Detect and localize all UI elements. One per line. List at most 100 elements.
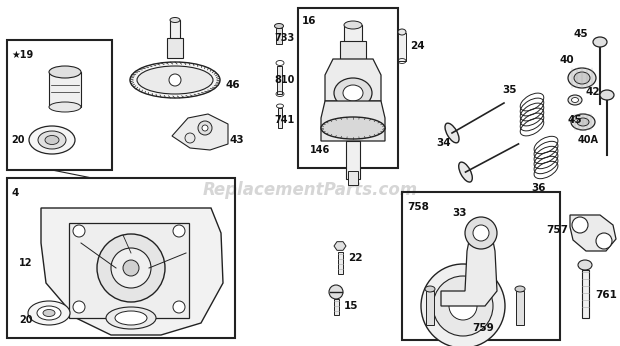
- Ellipse shape: [577, 118, 589, 126]
- Circle shape: [169, 74, 181, 86]
- Text: 15: 15: [344, 301, 358, 311]
- Text: 34: 34: [436, 138, 451, 148]
- Ellipse shape: [515, 286, 525, 292]
- Text: 759: 759: [472, 323, 494, 333]
- Circle shape: [572, 217, 588, 233]
- Ellipse shape: [137, 66, 213, 94]
- Ellipse shape: [578, 260, 592, 270]
- Bar: [344, 25, 362, 50]
- Circle shape: [421, 264, 505, 346]
- Ellipse shape: [275, 24, 283, 28]
- Text: 36: 36: [531, 183, 546, 193]
- Text: 12: 12: [19, 258, 32, 268]
- Ellipse shape: [130, 62, 220, 98]
- Text: 33: 33: [452, 208, 466, 218]
- Ellipse shape: [49, 102, 81, 112]
- Circle shape: [433, 276, 493, 336]
- Circle shape: [329, 285, 343, 299]
- Polygon shape: [172, 114, 228, 150]
- Text: ★19: ★19: [11, 50, 33, 60]
- Circle shape: [173, 301, 185, 313]
- Text: 741: 741: [274, 115, 294, 125]
- Bar: [398, 33, 406, 61]
- Ellipse shape: [334, 78, 372, 108]
- Text: 45: 45: [574, 29, 588, 39]
- Ellipse shape: [38, 131, 66, 149]
- Polygon shape: [321, 101, 385, 141]
- Text: ReplacementParts.com: ReplacementParts.com: [203, 181, 417, 199]
- Ellipse shape: [344, 21, 362, 29]
- Ellipse shape: [600, 90, 614, 100]
- Ellipse shape: [571, 114, 595, 130]
- Ellipse shape: [593, 37, 607, 47]
- Text: 761: 761: [595, 290, 617, 300]
- Polygon shape: [325, 59, 381, 101]
- Ellipse shape: [115, 311, 147, 325]
- Text: 42: 42: [585, 87, 600, 97]
- Bar: [298, 8, 398, 168]
- Text: 45: 45: [567, 115, 582, 125]
- Text: 20: 20: [19, 315, 32, 325]
- Ellipse shape: [106, 307, 156, 329]
- Polygon shape: [334, 242, 346, 250]
- Bar: [170, 20, 180, 50]
- Ellipse shape: [574, 72, 590, 84]
- Text: 146: 146: [310, 145, 330, 155]
- Bar: [348, 171, 358, 185]
- Ellipse shape: [343, 85, 363, 101]
- Bar: [69, 223, 189, 318]
- Text: 20: 20: [11, 135, 25, 145]
- Text: 758: 758: [407, 202, 429, 212]
- Text: 40A: 40A: [578, 135, 599, 145]
- Bar: [7, 40, 112, 170]
- Bar: [7, 178, 235, 338]
- Bar: [167, 38, 183, 58]
- Text: 22: 22: [348, 253, 363, 263]
- Ellipse shape: [398, 29, 406, 35]
- Circle shape: [473, 225, 489, 241]
- Circle shape: [97, 234, 165, 302]
- Bar: [334, 299, 339, 315]
- Ellipse shape: [568, 68, 596, 88]
- Ellipse shape: [37, 306, 61, 320]
- Circle shape: [111, 248, 151, 288]
- Text: 24: 24: [410, 41, 425, 51]
- Polygon shape: [441, 231, 497, 306]
- Circle shape: [202, 125, 208, 131]
- Ellipse shape: [568, 95, 582, 105]
- Bar: [278, 108, 282, 128]
- Bar: [49, 72, 81, 107]
- Ellipse shape: [49, 66, 81, 78]
- Circle shape: [198, 121, 212, 135]
- Bar: [276, 28, 282, 44]
- Ellipse shape: [321, 117, 385, 139]
- Text: 810: 810: [274, 75, 294, 85]
- Text: 757: 757: [546, 225, 568, 235]
- Ellipse shape: [572, 98, 578, 102]
- Circle shape: [465, 217, 497, 249]
- Ellipse shape: [45, 136, 59, 145]
- Bar: [338, 252, 343, 274]
- Circle shape: [449, 292, 477, 320]
- Bar: [346, 141, 360, 179]
- Circle shape: [73, 225, 85, 237]
- Circle shape: [123, 260, 139, 276]
- Ellipse shape: [425, 286, 435, 292]
- Bar: [582, 270, 589, 318]
- Bar: [516, 291, 524, 325]
- Ellipse shape: [459, 162, 472, 182]
- Polygon shape: [41, 208, 223, 335]
- Circle shape: [73, 301, 85, 313]
- Ellipse shape: [28, 301, 70, 325]
- Bar: [426, 291, 434, 325]
- Polygon shape: [570, 215, 616, 251]
- Bar: [402, 192, 560, 340]
- Ellipse shape: [445, 123, 459, 143]
- Bar: [340, 41, 366, 59]
- Ellipse shape: [43, 310, 55, 317]
- Circle shape: [185, 133, 195, 143]
- Text: 733: 733: [274, 33, 294, 43]
- Text: 4: 4: [12, 188, 19, 198]
- Text: 43: 43: [230, 135, 245, 145]
- Text: 46: 46: [225, 80, 239, 90]
